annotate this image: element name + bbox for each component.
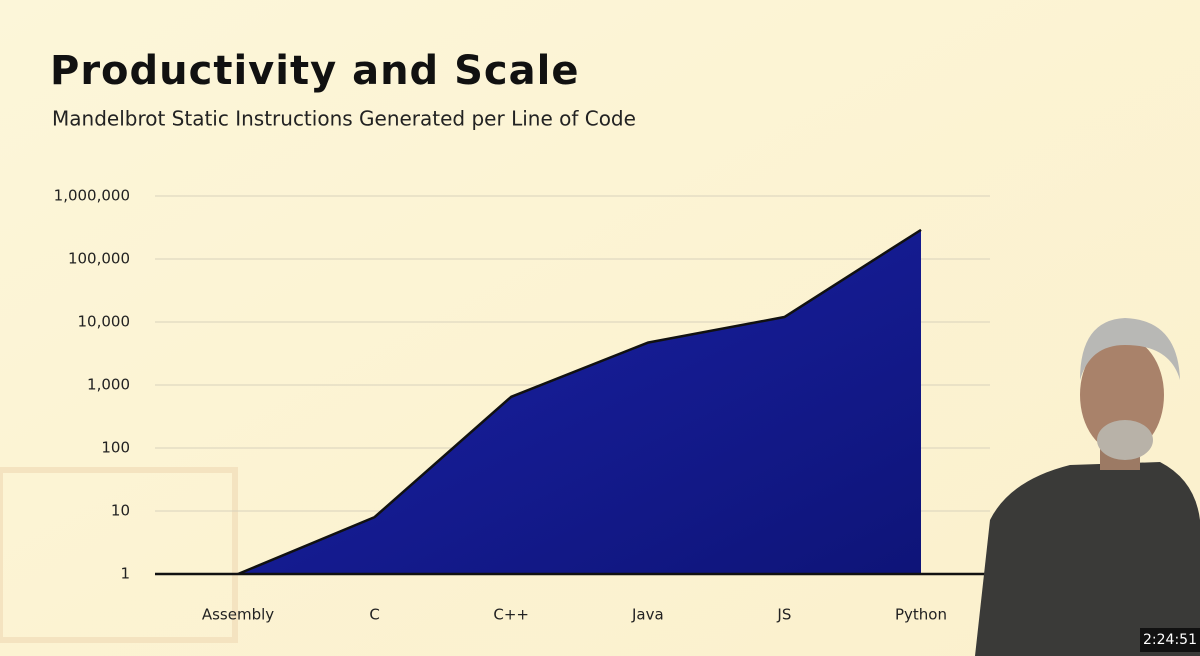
y-tick-label: 1,000,000 <box>54 187 130 205</box>
presenter-head <box>1080 337 1164 453</box>
x-tick-label: JS <box>776 606 791 624</box>
y-tick-label: 1,000 <box>87 376 130 394</box>
plot: 1 10 100 1,000 10,000 100,000 1,000,000 Assembl… <box>54 187 990 624</box>
x-tick-label: C <box>369 606 379 624</box>
y-tick-label: 1 <box>120 565 130 583</box>
decor-frame <box>0 467 238 643</box>
y-tick-label: 10 <box>111 502 130 520</box>
y-tick-label: 100 <box>101 439 130 457</box>
chart-title: Productivity and Scale <box>50 48 579 94</box>
x-tick-label: Assembly <box>202 606 274 624</box>
y-tick-label: 10,000 <box>78 313 131 331</box>
presenter-beard <box>1097 420 1153 460</box>
timestamp-box <box>1140 628 1200 652</box>
x-tick-label: Java <box>631 606 664 624</box>
timestamp: 2:24:51 <box>1143 632 1197 648</box>
presenter <box>975 318 1200 656</box>
x-tick-label: Python <box>895 606 947 624</box>
chart-subtitle: Mandelbrot Static Instructions Generated… <box>52 107 636 131</box>
x-tick-label: C++ <box>493 606 529 624</box>
area-outline <box>237 228 922 576</box>
presenter-shirt <box>975 462 1200 656</box>
presenter-hair <box>1080 318 1180 380</box>
y-tick-label: 100,000 <box>68 250 130 268</box>
